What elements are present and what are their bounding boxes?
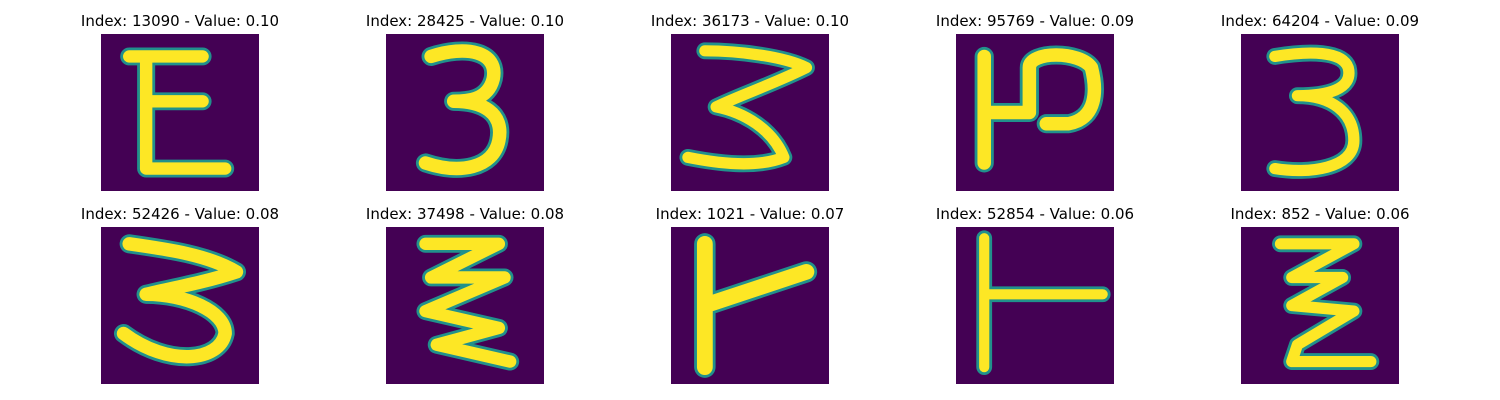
digit-image [101, 34, 259, 191]
panel-title: Index: 95769 - Value: 0.09 [935, 12, 1135, 30]
digit-image [956, 34, 1114, 191]
panel-6: Index: 52426 - Value: 0.08 [70, 205, 290, 385]
glyph-z-zigzag [1241, 227, 1399, 384]
digit-image [1241, 34, 1399, 191]
panel-9: Index: 52854 - Value: 0.06 [925, 205, 1145, 385]
panel-8: Index: 1021 - Value: 0.07 [640, 205, 860, 385]
panel-title: Index: 36173 - Value: 0.10 [650, 12, 850, 30]
digit-image [671, 227, 829, 384]
panel-title: Index: 1021 - Value: 0.07 [655, 205, 845, 223]
panel-title: Index: 852 - Value: 0.06 [1230, 205, 1410, 223]
panel-title: Index: 37498 - Value: 0.08 [365, 205, 565, 223]
panel-title: Index: 64204 - Value: 0.09 [1220, 12, 1420, 30]
glyph-3-wavy [671, 34, 829, 191]
glyph-e [101, 34, 259, 191]
glyph-t-rotated-thin [956, 227, 1114, 384]
panel-10: Index: 852 - Value: 0.06 [1210, 205, 1430, 385]
panel-7: Index: 37498 - Value: 0.08 [355, 205, 575, 385]
panel-title: Index: 28425 - Value: 0.10 [365, 12, 565, 30]
panel-3: Index: 36173 - Value: 0.10 [640, 12, 860, 192]
glyph-rotated-p [956, 34, 1114, 191]
panel-5: Index: 64204 - Value: 0.09 [1210, 12, 1430, 192]
glyph-3 [386, 34, 544, 191]
panel-1: Index: 13090 - Value: 0.10 [70, 12, 290, 192]
glyph-3-b [1241, 34, 1399, 191]
glyph-3-wide [101, 227, 259, 384]
panel-title: Index: 13090 - Value: 0.10 [80, 12, 280, 30]
panel-2: Index: 28425 - Value: 0.10 [355, 12, 575, 192]
digit-image [1241, 227, 1399, 384]
glyph-t-rotated [671, 227, 829, 384]
digit-image [671, 34, 829, 191]
digit-image [101, 227, 259, 384]
digit-image [386, 34, 544, 191]
panel-title: Index: 52426 - Value: 0.08 [80, 205, 280, 223]
panel-4: Index: 95769 - Value: 0.09 [925, 12, 1145, 192]
digit-image [956, 227, 1114, 384]
glyph-zigzag [386, 227, 544, 384]
panel-title: Index: 52854 - Value: 0.06 [935, 205, 1135, 223]
digit-image [386, 227, 544, 384]
